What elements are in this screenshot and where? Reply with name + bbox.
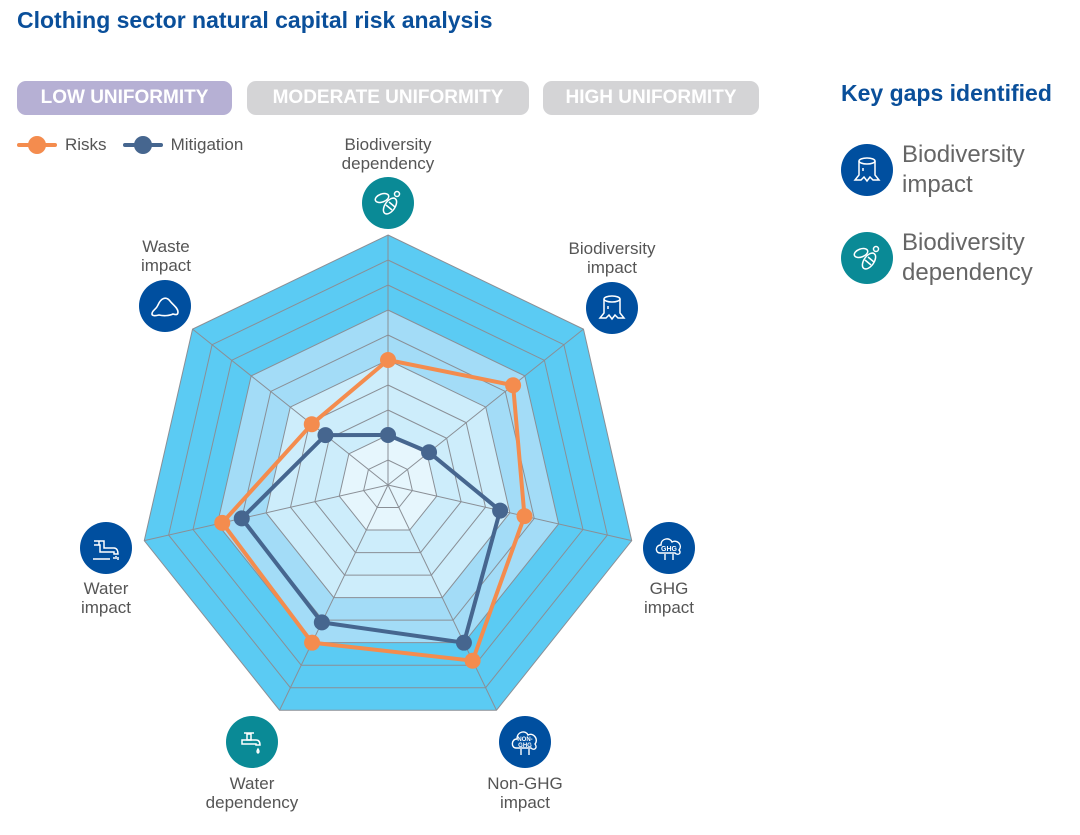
waste-pile-icon <box>139 280 191 332</box>
axis-label-line: GHG <box>649 579 689 598</box>
non-ghg-icon-text: NON- <box>517 737 532 743</box>
data-point-mitigation <box>233 510 250 527</box>
key-gap-biodiversity-impact: Biodiversity impact <box>841 140 1062 200</box>
grid-spoke <box>192 328 389 486</box>
data-point-mitigation <box>492 502 509 519</box>
axis-label-water-dependency: Water dependency <box>182 774 322 812</box>
axis-label-line: Water <box>83 579 129 598</box>
water-pipe-icon <box>80 522 132 574</box>
axis-label-ghg-impact: GHG impact <box>599 579 739 617</box>
axis-label-line: dependency <box>341 154 435 173</box>
ghg-cloud-icon: GHG <box>643 522 695 574</box>
axis-label-line: impact <box>643 598 695 617</box>
grid-spoke <box>387 484 632 542</box>
bee-icon <box>362 177 414 229</box>
grid-spoke <box>387 484 497 711</box>
legend-risks-label: Risks <box>65 135 107 154</box>
axis-label-non-ghg-impact: Non-GHG impact <box>455 774 595 812</box>
key-gap-label: Biodiversity <box>902 141 1025 168</box>
data-point-mitigation <box>380 427 396 443</box>
tab-moderate-uniformity[interactable]: MODERATE UNIFORMITY <box>247 81 529 115</box>
non-ghg-icon-text: GHG <box>518 743 532 749</box>
data-point-risks <box>303 416 320 433</box>
axis-label-waste-impact: Waste impact <box>96 237 236 275</box>
data-point-risks <box>304 634 321 651</box>
axis-label-water-impact: Water impact <box>36 579 176 617</box>
series-line-mitigation <box>239 433 503 645</box>
axis-label-line: impact <box>140 256 192 275</box>
water-tap-icon <box>226 716 278 768</box>
grid-spoke <box>279 484 389 711</box>
axis-label-line: Water <box>229 774 275 793</box>
data-point-risks <box>214 514 231 531</box>
key-gap-biodiversity-dependency: Biodiversity dependency <box>841 228 1062 288</box>
non-ghg-cloud-icon: NON- GHG <box>499 716 551 768</box>
key-gap-label: dependency <box>902 259 1033 286</box>
grid-spoke <box>387 328 584 486</box>
axis-label-line: Biodiversity <box>568 239 656 258</box>
data-point-risks <box>464 652 481 669</box>
data-point-mitigation <box>421 444 438 461</box>
axis-label-line: impact <box>80 598 132 617</box>
axis-label-line: Biodiversity <box>344 135 432 154</box>
data-point-risks <box>516 508 533 525</box>
tab-low-uniformity[interactable]: LOW UNIFORMITY <box>17 81 232 115</box>
axis-label-line: Non-GHG <box>487 774 563 793</box>
page-title: Clothing sector natural capital risk ana… <box>17 7 493 33</box>
series-line-risks <box>220 358 527 663</box>
axis-label-biodiversity-impact: Biodiversity impact <box>542 239 682 277</box>
tab-high-uniformity[interactable]: HIGH UNIFORMITY <box>543 81 759 115</box>
chart-legend: Risks Mitigation <box>17 134 259 156</box>
data-point-risks <box>505 377 522 394</box>
axis-label-line: impact <box>586 258 638 277</box>
legend-risks-swatch <box>17 134 57 156</box>
legend-mitigation-label: Mitigation <box>170 135 244 154</box>
key-gap-label: Biodiversity <box>902 229 1025 256</box>
data-point-mitigation <box>455 634 472 651</box>
bee-icon <box>841 232 893 284</box>
axis-label-line: Waste <box>142 237 190 256</box>
axis-label-line: impact <box>499 793 551 812</box>
data-point-mitigation <box>317 427 334 444</box>
tree-stump-icon <box>841 144 893 196</box>
ghg-icon-text: GHG <box>661 546 678 553</box>
key-gap-label: impact <box>902 171 973 198</box>
data-point-risks <box>380 352 396 368</box>
tree-stump-icon <box>586 282 638 334</box>
data-point-mitigation <box>313 614 330 631</box>
grid-spoke <box>144 484 389 542</box>
axis-label-line: dependency <box>205 793 299 812</box>
legend-mitigation-swatch <box>122 134 163 156</box>
axis-label-biodiversity-dependency: Biodiversity dependency <box>318 135 458 173</box>
key-gaps-title: Key gaps identified <box>841 80 1052 106</box>
